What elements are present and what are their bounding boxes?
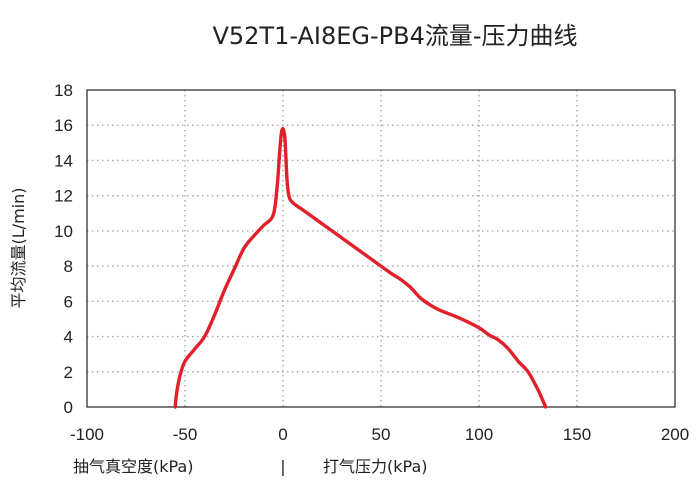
x-axis-label-pressure: 打气压力(kPa) — [323, 457, 428, 476]
x-tick-label: 200 — [661, 425, 689, 444]
y-tick-label: 12 — [54, 187, 73, 206]
x-tick-label: 150 — [563, 425, 591, 444]
y-tick-label: 2 — [64, 363, 73, 382]
y-tick-label: 18 — [54, 81, 73, 100]
x-tick-label: 50 — [372, 425, 391, 444]
y-axis-ticks: 0 2 4 6 8 10 12 14 16 18 — [54, 81, 73, 417]
x-axis-label-separator: | — [280, 457, 285, 476]
y-tick-label: 6 — [64, 292, 73, 311]
x-axis-label-vacuum: 抽气真空度(kPa) — [73, 457, 194, 476]
x-axis-ticks: -100 -50 0 50 100 150 200 — [70, 425, 689, 444]
grid — [87, 90, 675, 407]
chart-title: V52T1-AI8EG-PB4流量-压力曲线 — [212, 22, 577, 50]
y-axis-label: 平均流量(L/min) — [9, 188, 28, 309]
x-tick-label: -50 — [173, 425, 198, 444]
y-tick-label: 0 — [64, 398, 73, 417]
x-tick-label: 100 — [465, 425, 493, 444]
x-tick-label: 0 — [278, 425, 287, 444]
plot-border — [86, 89, 676, 408]
y-tick-label: 16 — [54, 116, 73, 135]
flow-curve — [173, 126, 548, 409]
y-tick-label: 8 — [64, 257, 73, 276]
y-tick-label: 10 — [54, 222, 73, 241]
y-tick-label: 14 — [54, 151, 73, 170]
series-layer — [173, 126, 548, 409]
y-tick-label: 4 — [64, 328, 73, 347]
plot-frame — [86, 89, 676, 408]
x-tick-label: -100 — [70, 425, 104, 444]
